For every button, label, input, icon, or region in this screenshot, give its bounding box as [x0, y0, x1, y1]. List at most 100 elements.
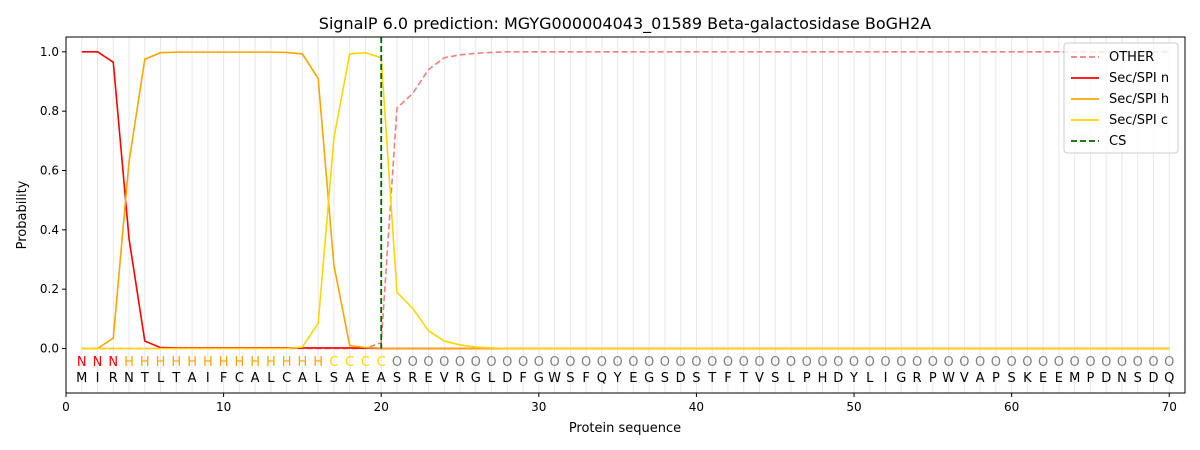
amino-acid-label: F [519, 371, 526, 386]
y-tick-label: 0.2 [40, 282, 59, 296]
amino-acid-label: E [629, 371, 637, 386]
y-tick-label: 0.8 [40, 104, 59, 118]
y-axis-label: Probability [15, 180, 30, 249]
residue-label: O [943, 355, 953, 370]
legend-label: OTHER [1109, 50, 1154, 65]
amino-acid-label: S [661, 371, 669, 386]
residue-label: O [1164, 355, 1174, 370]
amino-acid-label: N [124, 371, 134, 386]
x-tick-label: 70 [1162, 400, 1177, 414]
amino-acid-label: D [833, 371, 843, 386]
amino-acid-label: G [644, 371, 654, 386]
amino-acid-label: D [1101, 371, 1111, 386]
residue-label: O [423, 355, 433, 370]
amino-acid-label: A [298, 371, 307, 386]
amino-acid-label: P [929, 371, 937, 386]
series-layer [81, 51, 1170, 350]
amino-acid-label: A [976, 371, 985, 386]
residue-label: H [298, 355, 308, 370]
residue-label: O [1007, 355, 1017, 370]
residue-label: O [1038, 355, 1048, 370]
amino-acid-label: G [471, 371, 481, 386]
amino-acid-label: K [1023, 371, 1032, 386]
residue-label: O [471, 355, 481, 370]
amino-acid-label: S [1134, 371, 1142, 386]
amino-acid-label: T [171, 371, 180, 386]
amino-acid-label: T [739, 371, 748, 386]
residue-label: O [959, 355, 969, 370]
residue-label: H [203, 355, 213, 370]
residue-label: O [975, 355, 985, 370]
residue-label: H [282, 355, 292, 370]
residue-label: O [1117, 355, 1127, 370]
amino-acid-label: V [960, 371, 969, 386]
amino-acid-label: V [440, 371, 449, 386]
residue-label: O [833, 355, 843, 370]
residue-label: H [140, 355, 150, 370]
amino-acid-label: G [896, 371, 906, 386]
residue-label: O [896, 355, 906, 370]
amino-acid-label: L [488, 371, 496, 386]
residue-label: O [644, 355, 654, 370]
residue-label: N [77, 355, 87, 370]
residue-label: O [549, 355, 559, 370]
x-tick-label: 60 [1004, 400, 1019, 414]
residue-label: H [250, 355, 260, 370]
amino-acid-label: M [1069, 371, 1080, 386]
legend-box [1063, 42, 1179, 154]
amino-acid-label: A [188, 371, 197, 386]
residue-label: H [124, 355, 134, 370]
residue-label: C [329, 355, 338, 370]
x-tick-label: 0 [62, 400, 70, 414]
residue-label: O [1022, 355, 1032, 370]
residue-label: O [928, 355, 938, 370]
residue-label: O [912, 355, 922, 370]
residue-label: O [865, 355, 875, 370]
residue-label: O [581, 355, 591, 370]
residue-label: O [770, 355, 780, 370]
amino-acid-label: I [206, 371, 210, 386]
y-tick-label: 0.6 [40, 164, 59, 178]
amino-acid-label: T [140, 371, 149, 386]
x-axis-label: Protein sequence [569, 421, 681, 436]
residue-label: O [880, 355, 890, 370]
residue-label: O [534, 355, 544, 370]
residue-label: O [628, 355, 638, 370]
x-tick-label: 20 [374, 400, 389, 414]
residue-label: O [739, 355, 749, 370]
amino-acid-label: L [866, 371, 874, 386]
amino-acid-label: C [235, 371, 244, 386]
residue-label: O [676, 355, 686, 370]
y-tick-label: 0.0 [40, 342, 59, 356]
amino-acid-label: A [345, 371, 354, 386]
residue-label: O [660, 355, 670, 370]
residue-label: O [691, 355, 701, 370]
amino-acid-label: S [566, 371, 574, 386]
amino-acid-label: D [1148, 371, 1158, 386]
residue-label: N [93, 355, 103, 370]
amino-acid-label: L [315, 371, 323, 386]
amino-acid-label: R [913, 371, 922, 386]
amino-acid-label: Y [849, 371, 858, 386]
x-tick-label: 30 [531, 400, 546, 414]
amino-acid-label: E [361, 371, 369, 386]
amino-acid-label: N [1117, 371, 1127, 386]
residue-label: O [1085, 355, 1095, 370]
amino-acid-label: E [1055, 371, 1063, 386]
amino-acid-label: A [251, 371, 260, 386]
residue-label: H [266, 355, 276, 370]
legend-label: Sec/SPI c [1109, 113, 1168, 128]
amino-acid-label: G [534, 371, 544, 386]
residue-label: O [1101, 355, 1111, 370]
residue-label: C [361, 355, 370, 370]
x-axis-ticks: 0 10 20 30 40 50 60 70 [62, 393, 1177, 414]
x-tick-label: 10 [216, 400, 231, 414]
residue-label: O [486, 355, 496, 370]
amino-acid-label: S [692, 371, 700, 386]
amino-acid-label: R [408, 371, 417, 386]
amino-acid-label: Q [597, 371, 607, 386]
residue-label: O [518, 355, 528, 370]
legend-label: Sec/SPI h [1109, 92, 1169, 107]
residue-label: C [377, 355, 386, 370]
residue-label: O [408, 355, 418, 370]
